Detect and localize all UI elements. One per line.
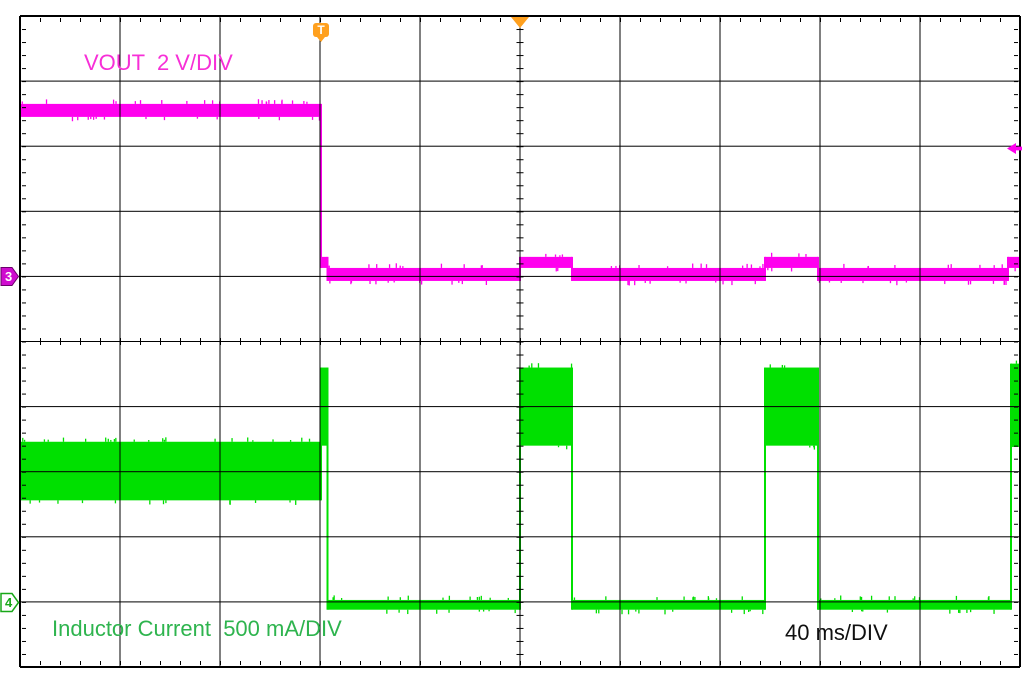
inductor-current-trace-segment [327, 599, 520, 610]
inductor-current-trace-edge [764, 367, 766, 610]
inductor-current-trace-edge [326, 367, 329, 610]
inductor-current-trace-segment [818, 599, 1011, 610]
vout-trace-edge [1007, 256, 1009, 281]
inductor-current-trace-segment [1011, 363, 1020, 447]
channel4-marker-number: 4 [5, 595, 13, 610]
channel3-marker-number: 3 [5, 269, 12, 284]
gridline-horizontal [20, 15, 1020, 17]
vout-trace-segment [765, 256, 818, 268]
inductor-current-trace-segment [20, 441, 321, 501]
vout-trace-edge [571, 256, 573, 281]
vout-trace-edge [320, 103, 322, 268]
inductor-current-trace-segment [572, 599, 765, 610]
vout-trace-segment [818, 267, 1008, 281]
channel3-marker-shape [0, 267, 20, 286]
inductor-current-trace-edge [320, 367, 322, 501]
trigger-badge-point [317, 37, 325, 42]
vout-trace-segment [20, 103, 321, 117]
inductor-current-trace-edge [817, 367, 819, 610]
vout-trace-segment [572, 267, 765, 281]
vout-scale-label: VOUT 2 V/DIV [84, 50, 233, 75]
vout-trace-edge [764, 256, 766, 281]
inductor-scale-label: Inductor Current 500 mA/DIV [52, 616, 342, 641]
timebase-label: 40 ms/DIV [785, 620, 888, 645]
vout-trace-segment [327, 267, 520, 281]
trigger-t-letter: T [317, 23, 325, 37]
vout-trace-edge [326, 256, 329, 281]
channel4-marker-shape [0, 592, 20, 613]
ch3-level-arrow-shape [1007, 143, 1022, 154]
inductor-current-trace-edge [571, 367, 573, 610]
vout-trace-edge [817, 256, 819, 281]
inductor-current-trace-edge [1010, 363, 1012, 610]
channel4-marker-icon: 4 [0, 592, 20, 613]
trigger-position-icon [511, 17, 529, 28]
channel3-marker-icon: 3 [0, 267, 20, 286]
gridline-horizontal [20, 666, 1020, 668]
vout-trace-segment [520, 256, 572, 268]
vout-trace-segment [1008, 256, 1020, 268]
trigger-t-badge-icon: T [313, 23, 329, 42]
vout-trace-segment [321, 256, 328, 268]
ch3-level-arrow-icon [1007, 143, 1022, 154]
